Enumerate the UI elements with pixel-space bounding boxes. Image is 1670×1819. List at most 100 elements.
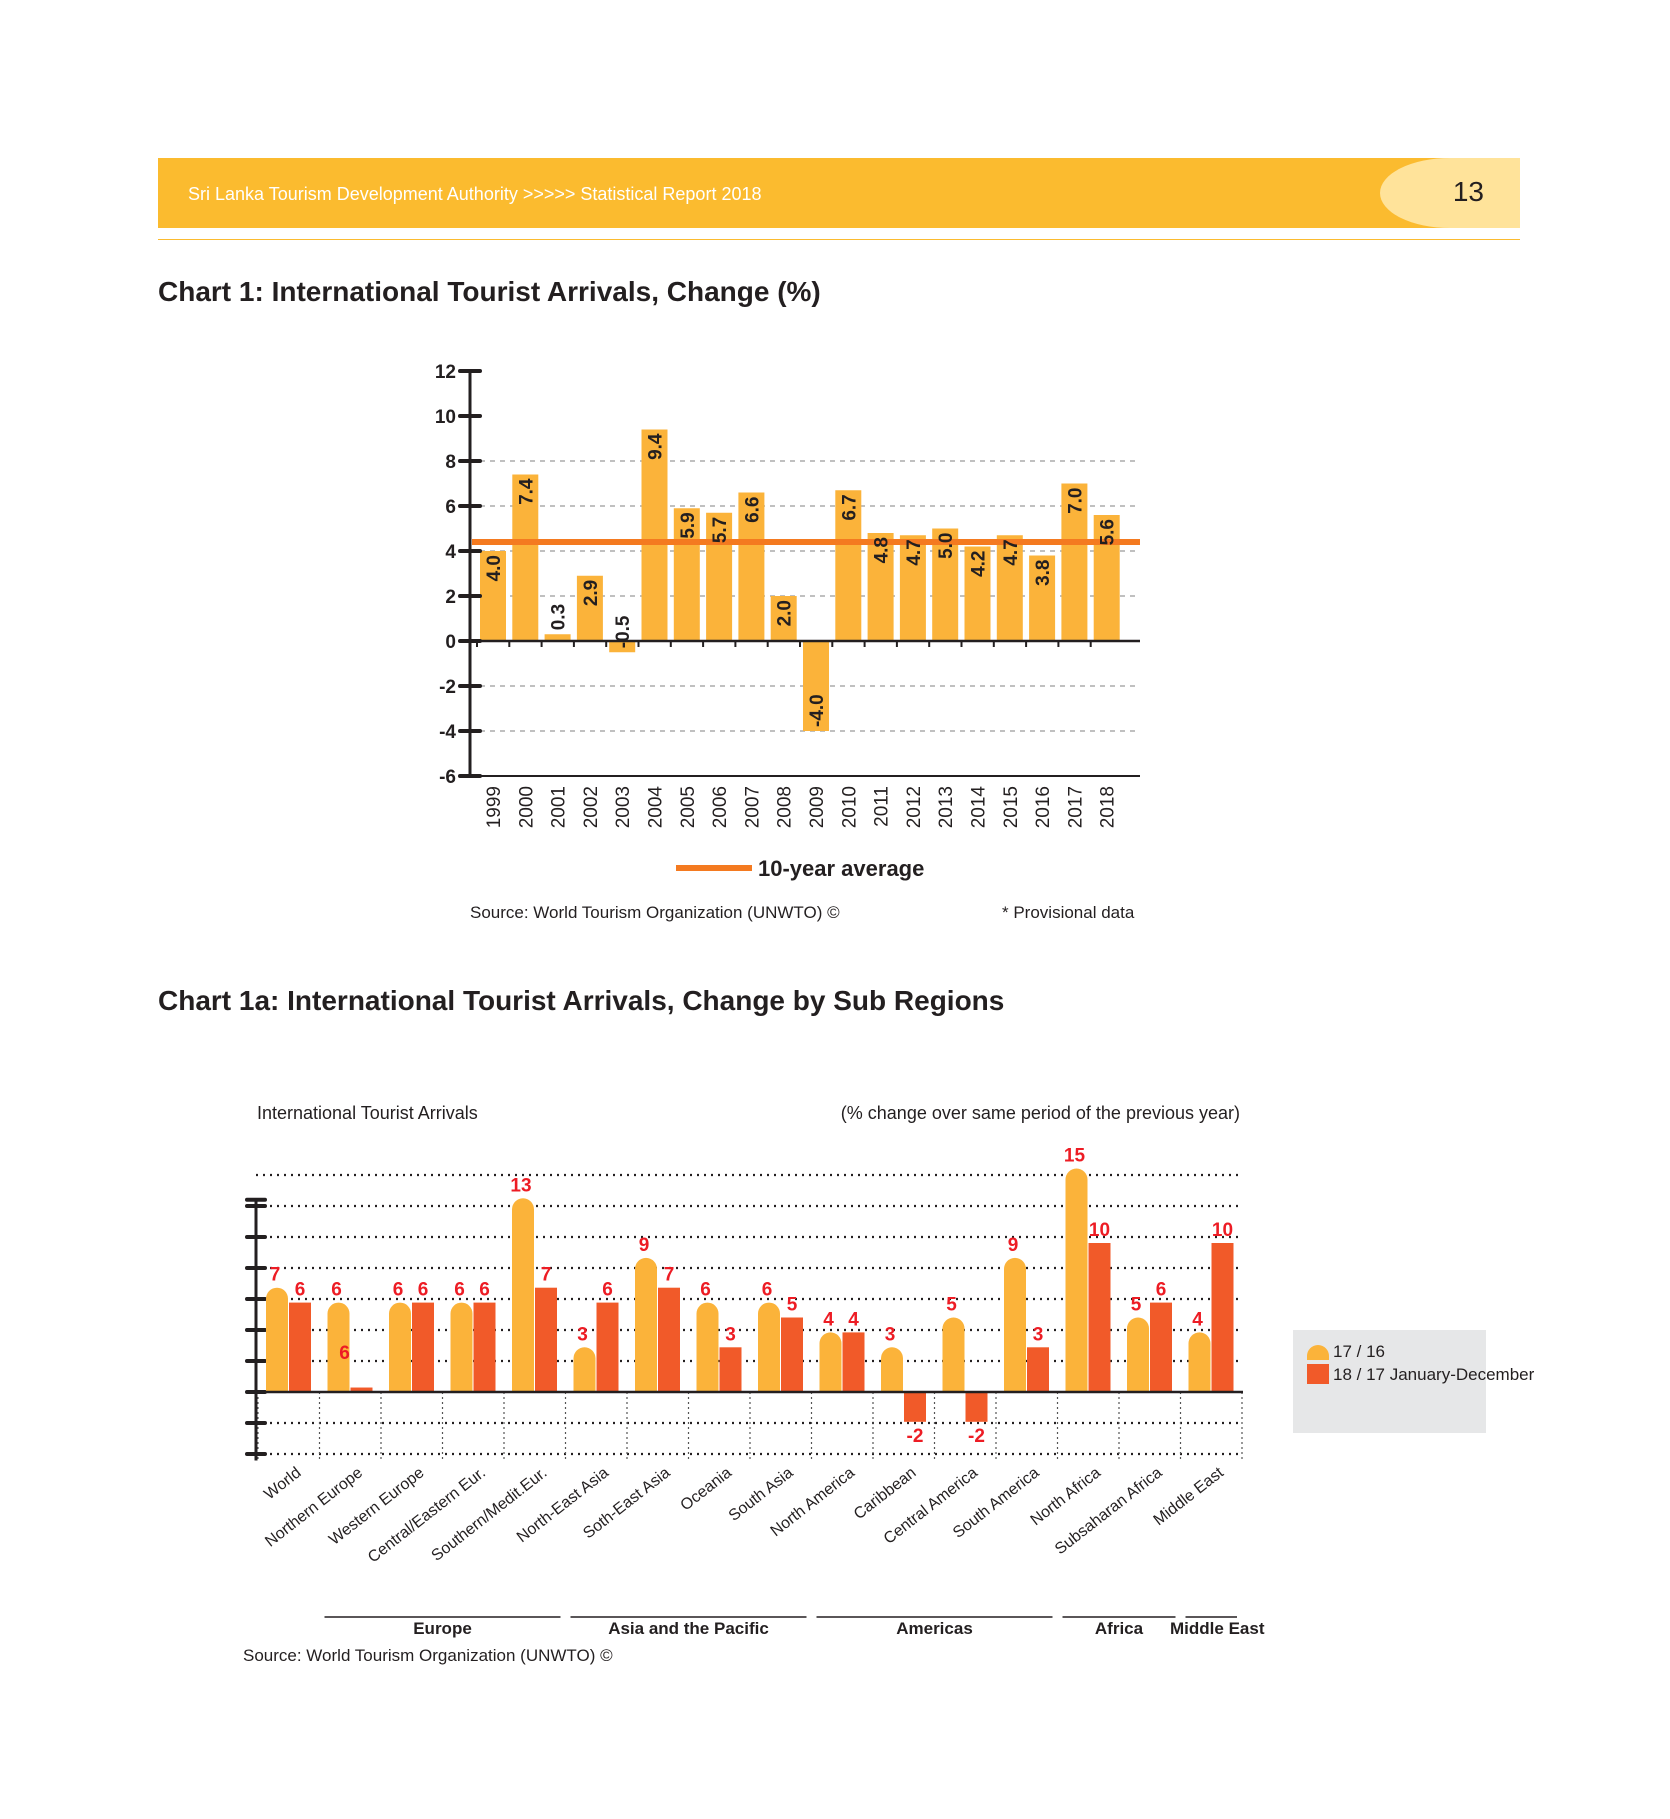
chart2-value-label-17-16: 4 xyxy=(823,1309,834,1330)
chart1-y-tick-label: -2 xyxy=(439,677,456,698)
chart1-x-label: 1999 xyxy=(484,786,505,828)
chart1-y-tick-label: 8 xyxy=(445,452,456,473)
chart2-value-label-17-16: 6 xyxy=(762,1280,773,1301)
chart1-value-label: 6.7 xyxy=(839,494,860,520)
chart2: International Tourist Arrivals (% change … xyxy=(243,1103,1535,1665)
chart1-x-label: 2001 xyxy=(549,786,570,828)
chart2-bar-18-17 xyxy=(1027,1347,1049,1392)
chart2-bar-17-16 xyxy=(1188,1332,1211,1392)
chart2-value-label-18-17: 6 xyxy=(602,1280,613,1301)
chart2-group-label: Africa xyxy=(1095,1619,1144,1638)
chart2-value-label-17-16: 9 xyxy=(639,1235,650,1256)
chart2-value-label-17-16: 9 xyxy=(1008,1235,1019,1256)
chart2-value-label-18-17: 6 xyxy=(1156,1280,1167,1301)
chart2-group-label: Americas xyxy=(896,1619,973,1638)
chart1-x-label: 2014 xyxy=(969,786,990,829)
chart1-value-label: -0.5 xyxy=(613,615,634,648)
chart2-left-caption: International Tourist Arrivals xyxy=(257,1103,478,1123)
chart1-x-label: 2011 xyxy=(872,786,893,827)
chart2-value-label-18-17: 6 xyxy=(418,1280,429,1301)
chart2-bar-18-17 xyxy=(412,1302,434,1392)
chart1-x-label: 2018 xyxy=(1098,786,1119,828)
chart1-bar xyxy=(932,528,959,641)
chart2-value-label-18-17: -2 xyxy=(968,1426,985,1447)
chart1-value-label: 4.0 xyxy=(484,555,505,581)
chart2-bar-17-16 xyxy=(512,1198,534,1392)
chart2-bar-17-16 xyxy=(1127,1317,1149,1392)
chart1-legend-label: 10-year average xyxy=(758,856,924,881)
chart1-value-label: 6.6 xyxy=(742,497,763,523)
chart1-value-label: 0.3 xyxy=(549,604,570,630)
chart2-bar-17-16 xyxy=(942,1317,965,1392)
chart1-x-label: 2008 xyxy=(775,786,796,828)
chart1-bar xyxy=(1029,555,1056,641)
chart2-title: Chart 1a: International Tourist Arrivals… xyxy=(158,985,1005,1016)
chart1-x-label: 2004 xyxy=(646,786,667,829)
chart1-x-label: 2017 xyxy=(1065,786,1086,828)
chart1-bar xyxy=(480,551,506,641)
chart2-category-label: Southern/Medit.Eur. xyxy=(429,1464,551,1564)
chart1-bar xyxy=(706,512,733,641)
chart2-value-label-18-17: 7 xyxy=(664,1265,675,1286)
chart2-bar-18-17 xyxy=(535,1287,557,1392)
chart2-category-label: World xyxy=(261,1464,304,1503)
chart2-legend-label-17-16: 17 / 16 xyxy=(1333,1342,1385,1361)
chart1-bar xyxy=(673,508,700,641)
chart2-value-label-17-16: 13 xyxy=(510,1175,531,1196)
chart2-bar-18-17 xyxy=(473,1302,496,1392)
chart1-value-label: 5.0 xyxy=(936,533,957,559)
chart1-bar xyxy=(641,429,668,641)
chart1-bar xyxy=(770,596,797,641)
chart1-bar xyxy=(544,634,571,641)
chart1-bar xyxy=(512,474,539,641)
chart1-bar xyxy=(1061,483,1088,641)
chart1-value-label: 9.4 xyxy=(646,433,667,460)
chart2-bar-17-16 xyxy=(327,1302,350,1392)
chart1-bar xyxy=(738,492,765,641)
chart1-value-label: 7.0 xyxy=(1065,488,1086,514)
chart1-x-label: 2002 xyxy=(581,786,602,828)
chart1-x-label: 2003 xyxy=(613,786,634,828)
chart2-bar-18-17 xyxy=(1211,1243,1234,1392)
chart1-value-label: 2.9 xyxy=(581,580,602,606)
chart2-bar-17-16 xyxy=(819,1332,842,1392)
chart2-group-label: Europe xyxy=(413,1619,472,1638)
chart2-value-label-17-16: 3 xyxy=(577,1324,588,1345)
chart2-value-label-17-16: 6 xyxy=(700,1280,711,1301)
chart2-value-label-18-17: 6 xyxy=(339,1343,350,1364)
chart2-bar-18-17 xyxy=(904,1392,926,1422)
chart1-bar xyxy=(964,546,991,641)
header-rule xyxy=(158,239,1520,240)
chart2-value-label-17-16: 15 xyxy=(1064,1146,1086,1167)
chart1-bar xyxy=(1093,515,1120,641)
chart1-y-tick-label: 6 xyxy=(445,497,456,518)
chart1-value-label: 7.4 xyxy=(516,478,537,505)
chart1-value-label: 3.8 xyxy=(1033,560,1054,586)
chart1-x-label: 2013 xyxy=(936,786,957,828)
chart2-bar-17-16 xyxy=(573,1347,596,1392)
chart1-value-label: 5.7 xyxy=(710,517,731,543)
chart2-bar-17-16 xyxy=(758,1302,781,1392)
page-number: 13 xyxy=(1452,176,1484,207)
chart2-bar-17-16 xyxy=(266,1287,288,1392)
chart1-x-label: 2016 xyxy=(1033,786,1054,828)
chart2-value-label-18-17: 10 xyxy=(1212,1220,1233,1241)
chart1-x-label: 2006 xyxy=(710,786,731,828)
chart2-bar-18-17 xyxy=(842,1332,865,1392)
chart2-bar-18-17 xyxy=(719,1347,742,1392)
chart2-bar-18-17 xyxy=(1088,1243,1111,1392)
chart2-value-label-17-16: 3 xyxy=(885,1324,896,1345)
chart2-bar-18-17 xyxy=(781,1317,803,1392)
chart1-y-tick-label: 4 xyxy=(445,542,456,563)
chart2-bar-17-16 xyxy=(1065,1168,1088,1392)
chart2-value-label-17-16: 4 xyxy=(1192,1309,1203,1330)
chart2-value-label-18-17: 7 xyxy=(541,1265,552,1286)
chart2-bar-17-16 xyxy=(389,1302,411,1392)
chart2-bar-18-17 xyxy=(350,1387,373,1392)
chart2-bar-17-16 xyxy=(635,1257,657,1392)
chart2-value-label-18-17: 6 xyxy=(295,1280,306,1301)
chart1-y-tick-label: 10 xyxy=(435,407,456,428)
chart2-value-label-17-16: 6 xyxy=(393,1280,404,1301)
chart2-value-label-18-17: 10 xyxy=(1089,1220,1110,1241)
chart2-value-label-18-17: 5 xyxy=(787,1295,798,1316)
